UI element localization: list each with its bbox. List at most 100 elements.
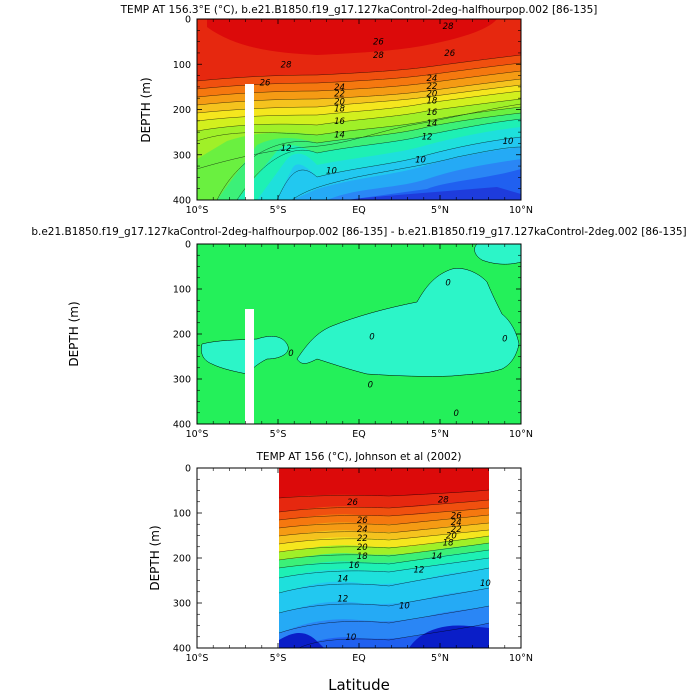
panel3-ylabel: DEPTH (m)	[148, 525, 162, 590]
y-tick-label: 100	[173, 60, 191, 71]
x-tick-label: 10°N	[509, 205, 533, 216]
contour-label: 26	[451, 511, 462, 521]
y-tick-label: 400	[173, 644, 191, 655]
panel1-ylabel: DEPTH (m)	[139, 77, 153, 142]
contour-label: 18	[426, 96, 437, 106]
contour-label: 0	[288, 349, 293, 359]
panel1-y-axis: 0 100 200 300 400	[173, 15, 521, 207]
panel3-y-axis: 0 100 200 300 400	[173, 464, 521, 655]
contour-label: 18	[443, 538, 454, 548]
contour-label: 28	[373, 51, 384, 61]
contour-label: 26	[260, 78, 271, 88]
y-tick-label: 300	[173, 599, 191, 610]
contour-label: 10	[503, 137, 514, 147]
panel1-title: TEMP AT 156.3°E (°C), b.e21.B1850.f19_g1…	[120, 4, 598, 16]
contour-label: 12	[422, 133, 433, 143]
contour-label: 0	[368, 380, 373, 390]
panel2-region-topright	[474, 244, 521, 265]
contour-label: 14	[426, 119, 437, 129]
panel1-contour-lines	[197, 54, 521, 200]
contour-label: 28	[438, 496, 449, 506]
contour-label: 12	[281, 144, 292, 154]
contour-label: 10	[480, 579, 491, 589]
y-tick-label: 200	[173, 105, 191, 116]
x-tick-label: 5°S	[270, 429, 287, 440]
contour-label: 16	[426, 108, 437, 118]
x-tick-label: 5°N	[431, 653, 449, 664]
contour-label: 26	[347, 498, 358, 508]
x-tick-label: 5°N	[431, 429, 449, 440]
contour-label: 28	[281, 60, 292, 70]
contour-label: 20	[446, 532, 457, 542]
y-tick-label: 300	[173, 150, 191, 161]
contour-label: 16	[334, 117, 345, 127]
x-axis-label: Latitude	[328, 676, 390, 694]
contour-label: 14	[431, 552, 442, 562]
contour-label: 14	[337, 574, 348, 584]
panel2-ylabel: DEPTH (m)	[67, 301, 81, 366]
contour-label: 20	[426, 90, 437, 100]
y-tick-label: 0	[185, 240, 191, 251]
y-tick-label: 300	[173, 375, 191, 386]
panel2-region-left	[201, 336, 289, 375]
contour-label: 16	[349, 561, 360, 571]
y-tick-label: 100	[173, 285, 191, 296]
panel1-plot	[196, 18, 522, 201]
contour-label: 0	[453, 409, 458, 419]
contour-label: 14	[334, 130, 345, 140]
x-tick-label: 10°N	[509, 653, 533, 664]
panel3-title: TEMP AT 156 (°C), Johnson et al (2002)	[256, 451, 462, 463]
contour-label: 10	[415, 155, 426, 165]
panel2-masked-land	[245, 309, 254, 424]
panel2-title: b.e21.B1850.f19_g17.127kaControl-2deg-ha…	[31, 226, 686, 238]
panel1-x-axis: 10°S 5°S EQ 5°N 10°N	[186, 19, 533, 216]
panel2-positive-regions	[201, 244, 521, 377]
contour-label: 28	[443, 22, 454, 32]
contour-label: 20	[334, 97, 345, 107]
y-tick-label: 400	[173, 196, 191, 207]
x-tick-label: 5°S	[270, 653, 287, 664]
contour-label: 26	[373, 38, 384, 48]
contour-label: 26	[357, 516, 368, 526]
x-tick-label: 10°N	[509, 429, 533, 440]
contour-label: 0	[369, 332, 374, 342]
panel3-contour-lines	[279, 489, 489, 648]
panel1-masked-land	[245, 84, 254, 200]
x-tick-label: 5°S	[270, 205, 287, 216]
y-tick-label: 200	[173, 330, 191, 341]
x-tick-label: 10°S	[186, 429, 209, 440]
contour-label: 22	[334, 90, 345, 100]
contour-label: 0	[445, 278, 450, 288]
contour-label: 10	[326, 167, 337, 177]
panel3-band-16	[279, 625, 489, 648]
contour-label: 10	[345, 633, 356, 643]
panel2-region-main	[296, 268, 520, 377]
panel3-plot	[196, 467, 522, 649]
contour-label: 26	[444, 49, 455, 59]
y-tick-label: 200	[173, 554, 191, 565]
contour-label: 22	[426, 82, 437, 92]
contour-label: 10	[399, 601, 410, 611]
panel3-band-15	[279, 468, 489, 498]
contour-label: 24	[357, 525, 368, 535]
contour-label: 18	[334, 105, 345, 115]
x-tick-label: EQ	[352, 429, 365, 440]
contour-label: 12	[414, 565, 425, 575]
x-tick-label: 10°S	[186, 653, 209, 664]
x-tick-label: EQ	[352, 653, 365, 664]
contour-label: 24	[426, 74, 437, 84]
contour-label: 24	[334, 83, 345, 93]
x-tick-label: 10°S	[186, 205, 209, 216]
panel2-y-axis: 0 100 200 300 400	[173, 240, 521, 431]
panel2-plot	[196, 243, 522, 425]
contour-label: 0	[502, 335, 507, 345]
y-tick-label: 400	[173, 420, 191, 431]
y-tick-label: 0	[185, 15, 191, 26]
contour-label: 22	[357, 534, 368, 544]
panel2-x-axis: 10°S 5°S EQ 5°N 10°N	[186, 244, 533, 440]
y-tick-label: 0	[185, 464, 191, 475]
